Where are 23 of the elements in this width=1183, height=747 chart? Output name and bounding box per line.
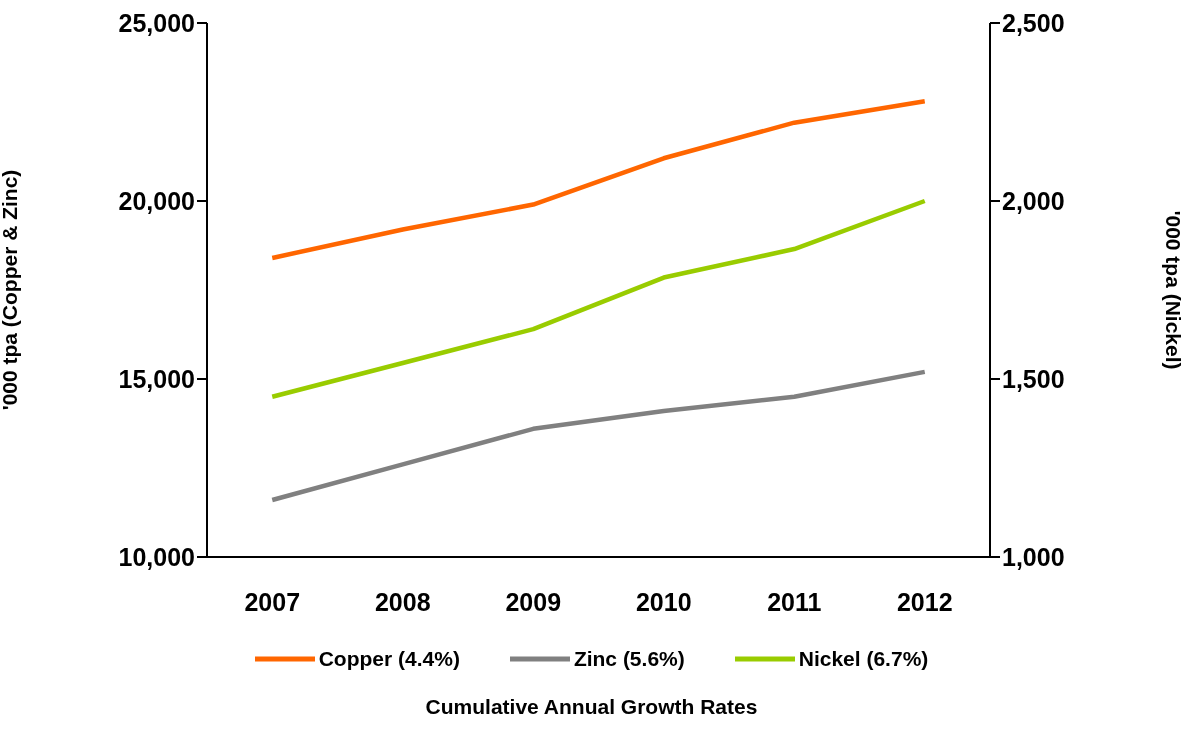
y2-tick-label: 1,000 (1002, 542, 1065, 571)
y2-tick-label: 1,500 (1002, 364, 1065, 393)
x-tick-label: 2009 (505, 587, 562, 616)
line-series (270, 99, 927, 261)
x-tick-label: 2007 (244, 587, 301, 616)
y-tick-label: 20,000 (118, 186, 195, 215)
line-series (270, 369, 927, 503)
legend-label: Nickel (6.7%) (797, 647, 929, 671)
y-tick-label: 15,000 (118, 364, 195, 393)
y-tick-label: 25,000 (118, 8, 195, 37)
legend-title: Cumulative Annual Growth Rates (424, 695, 759, 719)
x-tick-label: 2012 (896, 587, 953, 616)
line-series (270, 198, 927, 400)
y2-tick-label: 2,000 (1002, 186, 1065, 215)
legend-label: Zinc (5.6%) (572, 647, 685, 671)
y-axis-title: '000 tpa (Copper & Zinc) (0, 169, 22, 411)
x-tick-label: 2008 (374, 587, 431, 616)
y2-axis-title: '000 tpa (Nickel) (1161, 210, 1183, 370)
y-tick-label: 10,000 (118, 542, 195, 571)
legend-label: Copper (4.4%) (317, 647, 460, 671)
y2-tick-label: 2,500 (1002, 8, 1065, 37)
x-tick-label: 2011 (767, 587, 822, 616)
x-tick-label: 2010 (635, 587, 692, 616)
